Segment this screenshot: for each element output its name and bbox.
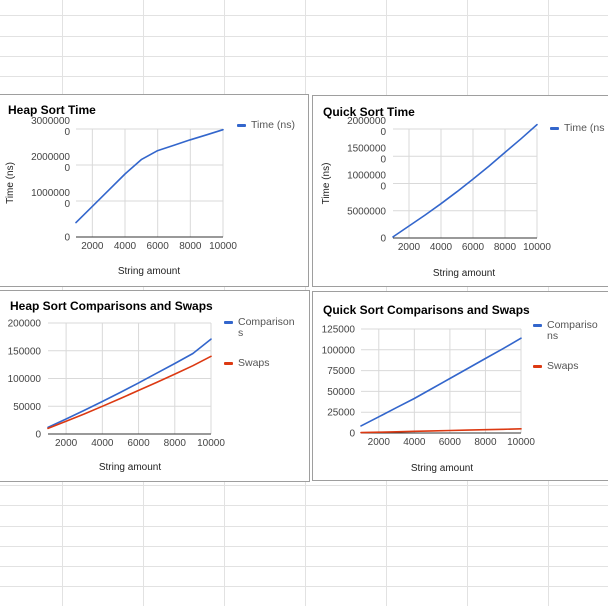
x-tick-label: 2000 (368, 437, 391, 448)
y-tick-label: 100000 (8, 374, 42, 385)
legend-label: s (238, 327, 243, 339)
chart-heap-sort-comparisons-swaps[interactable]: Heap Sort Comparisons and Swaps 0 50000 100… (0, 290, 310, 482)
legend-swatch (237, 124, 246, 127)
x-tick-label: 2000 (398, 242, 421, 253)
x-tick-label: 6000 (462, 242, 485, 253)
y-tick-label: 1500000 (347, 143, 386, 154)
legend-label: Comparison (238, 316, 295, 328)
y-tick-label: 0 (380, 154, 386, 165)
chart-title: Heap Sort Comparisons and Swaps (10, 299, 213, 313)
legend-swatch (533, 365, 542, 368)
y-tick-label: 0 (64, 233, 70, 244)
x-tick-label: 4000 (114, 241, 137, 252)
x-axis-label: String amount (411, 463, 473, 474)
series-line-0 (360, 337, 522, 427)
y-tick-label: 125000 (322, 325, 356, 336)
y-tick-label: 2000000 (31, 152, 70, 163)
y-tick-label: 5000000 (347, 206, 386, 217)
chart-quick-sort-comparisons-swaps[interactable]: Quick Sort Comparisons and Swaps 0 25000 50… (312, 291, 608, 481)
x-tick-label: 4000 (430, 242, 453, 253)
y-tick-label: 0 (64, 127, 70, 138)
chart-svg: Quick Sort Comparisons and Swaps 0 25000 50… (322, 303, 598, 474)
x-tick-label: 10000 (507, 437, 535, 448)
chart-quick-sort-time[interactable]: Quick Sort Time 0 5000000 1000000 0 1500000 0 2… (312, 95, 608, 287)
legend-label: Time (ns (564, 122, 604, 134)
x-axis-label: String amount (433, 268, 495, 279)
y-tick-label: 0 (64, 199, 70, 210)
series-line-0 (75, 128, 224, 224)
y-tick-label: 75000 (327, 366, 355, 377)
x-tick-label: 6000 (127, 438, 150, 449)
legend-label: ns (547, 330, 558, 342)
x-tick-label: 4000 (403, 437, 426, 448)
x-tick-label: 4000 (91, 438, 114, 449)
legend-label: Time (ns) (251, 119, 295, 131)
legend-swatch (550, 127, 559, 130)
y-tick-label: 0 (64, 163, 70, 174)
x-tick-label: 8000 (179, 241, 202, 252)
y-tick-label: 100000 (322, 345, 356, 356)
x-tick-label: 10000 (197, 438, 225, 449)
series-line-0 (392, 123, 538, 238)
legend-label: Compariso (547, 319, 598, 331)
y-tick-label: 50000 (327, 387, 355, 398)
x-axis-label: String amount (118, 266, 180, 277)
chart-svg: Heap Sort Comparisons and Swaps 0 50000 100… (8, 299, 295, 473)
y-tick-label: 0 (380, 234, 386, 245)
x-tick-label: 2000 (81, 241, 104, 252)
x-tick-label: 6000 (439, 437, 462, 448)
x-tick-label: 8000 (474, 437, 497, 448)
legend-label: Swaps (238, 357, 270, 369)
series-line-1 (47, 355, 212, 430)
x-tick-label: 6000 (147, 241, 170, 252)
series-line-1 (360, 428, 522, 434)
x-tick-label: 10000 (209, 241, 237, 252)
chart-heap-sort-time[interactable]: Heap Sort Time 0 1000000 0 2000000 0 3000000 0 2… (0, 94, 309, 287)
y-tick-label: 150000 (8, 346, 42, 357)
y-axis-label: Time (ns) (321, 163, 332, 205)
y-tick-label: 0 (380, 127, 386, 138)
legend-swatch (224, 321, 233, 324)
y-tick-label: 1000000 (347, 171, 386, 182)
legend-swatch (224, 362, 233, 365)
chart-svg: Heap Sort Time01000000020000000300000002… (5, 103, 295, 277)
chart-title: Quick Sort Time (323, 105, 415, 119)
y-tick-label: 200000 (8, 319, 42, 330)
y-tick-label: 0 (35, 430, 41, 441)
y-tick-label: 3000000 (31, 116, 70, 127)
y-tick-label: 25000 (327, 408, 355, 419)
y-tick-label: 50000 (13, 402, 41, 413)
chart-title: Quick Sort Comparisons and Swaps (323, 303, 530, 317)
series-line-0 (47, 338, 212, 429)
chart-svg: Quick Sort Time0500000010000000150000002… (321, 105, 604, 279)
y-tick-label: 0 (380, 182, 386, 193)
y-tick-label: 1000000 (31, 188, 70, 199)
y-axis-label: Time (ns) (5, 162, 16, 204)
x-tick-label: 2000 (55, 438, 78, 449)
x-axis-label: String amount (99, 462, 161, 473)
x-tick-label: 8000 (164, 438, 187, 449)
legend-swatch (533, 324, 542, 327)
x-tick-label: 8000 (494, 242, 517, 253)
chart-title: Heap Sort Time (8, 103, 96, 117)
x-tick-label: 10000 (523, 242, 551, 253)
y-tick-label: 2000000 (347, 116, 386, 127)
y-tick-label: 0 (349, 429, 355, 440)
legend-label: Swaps (547, 360, 579, 372)
